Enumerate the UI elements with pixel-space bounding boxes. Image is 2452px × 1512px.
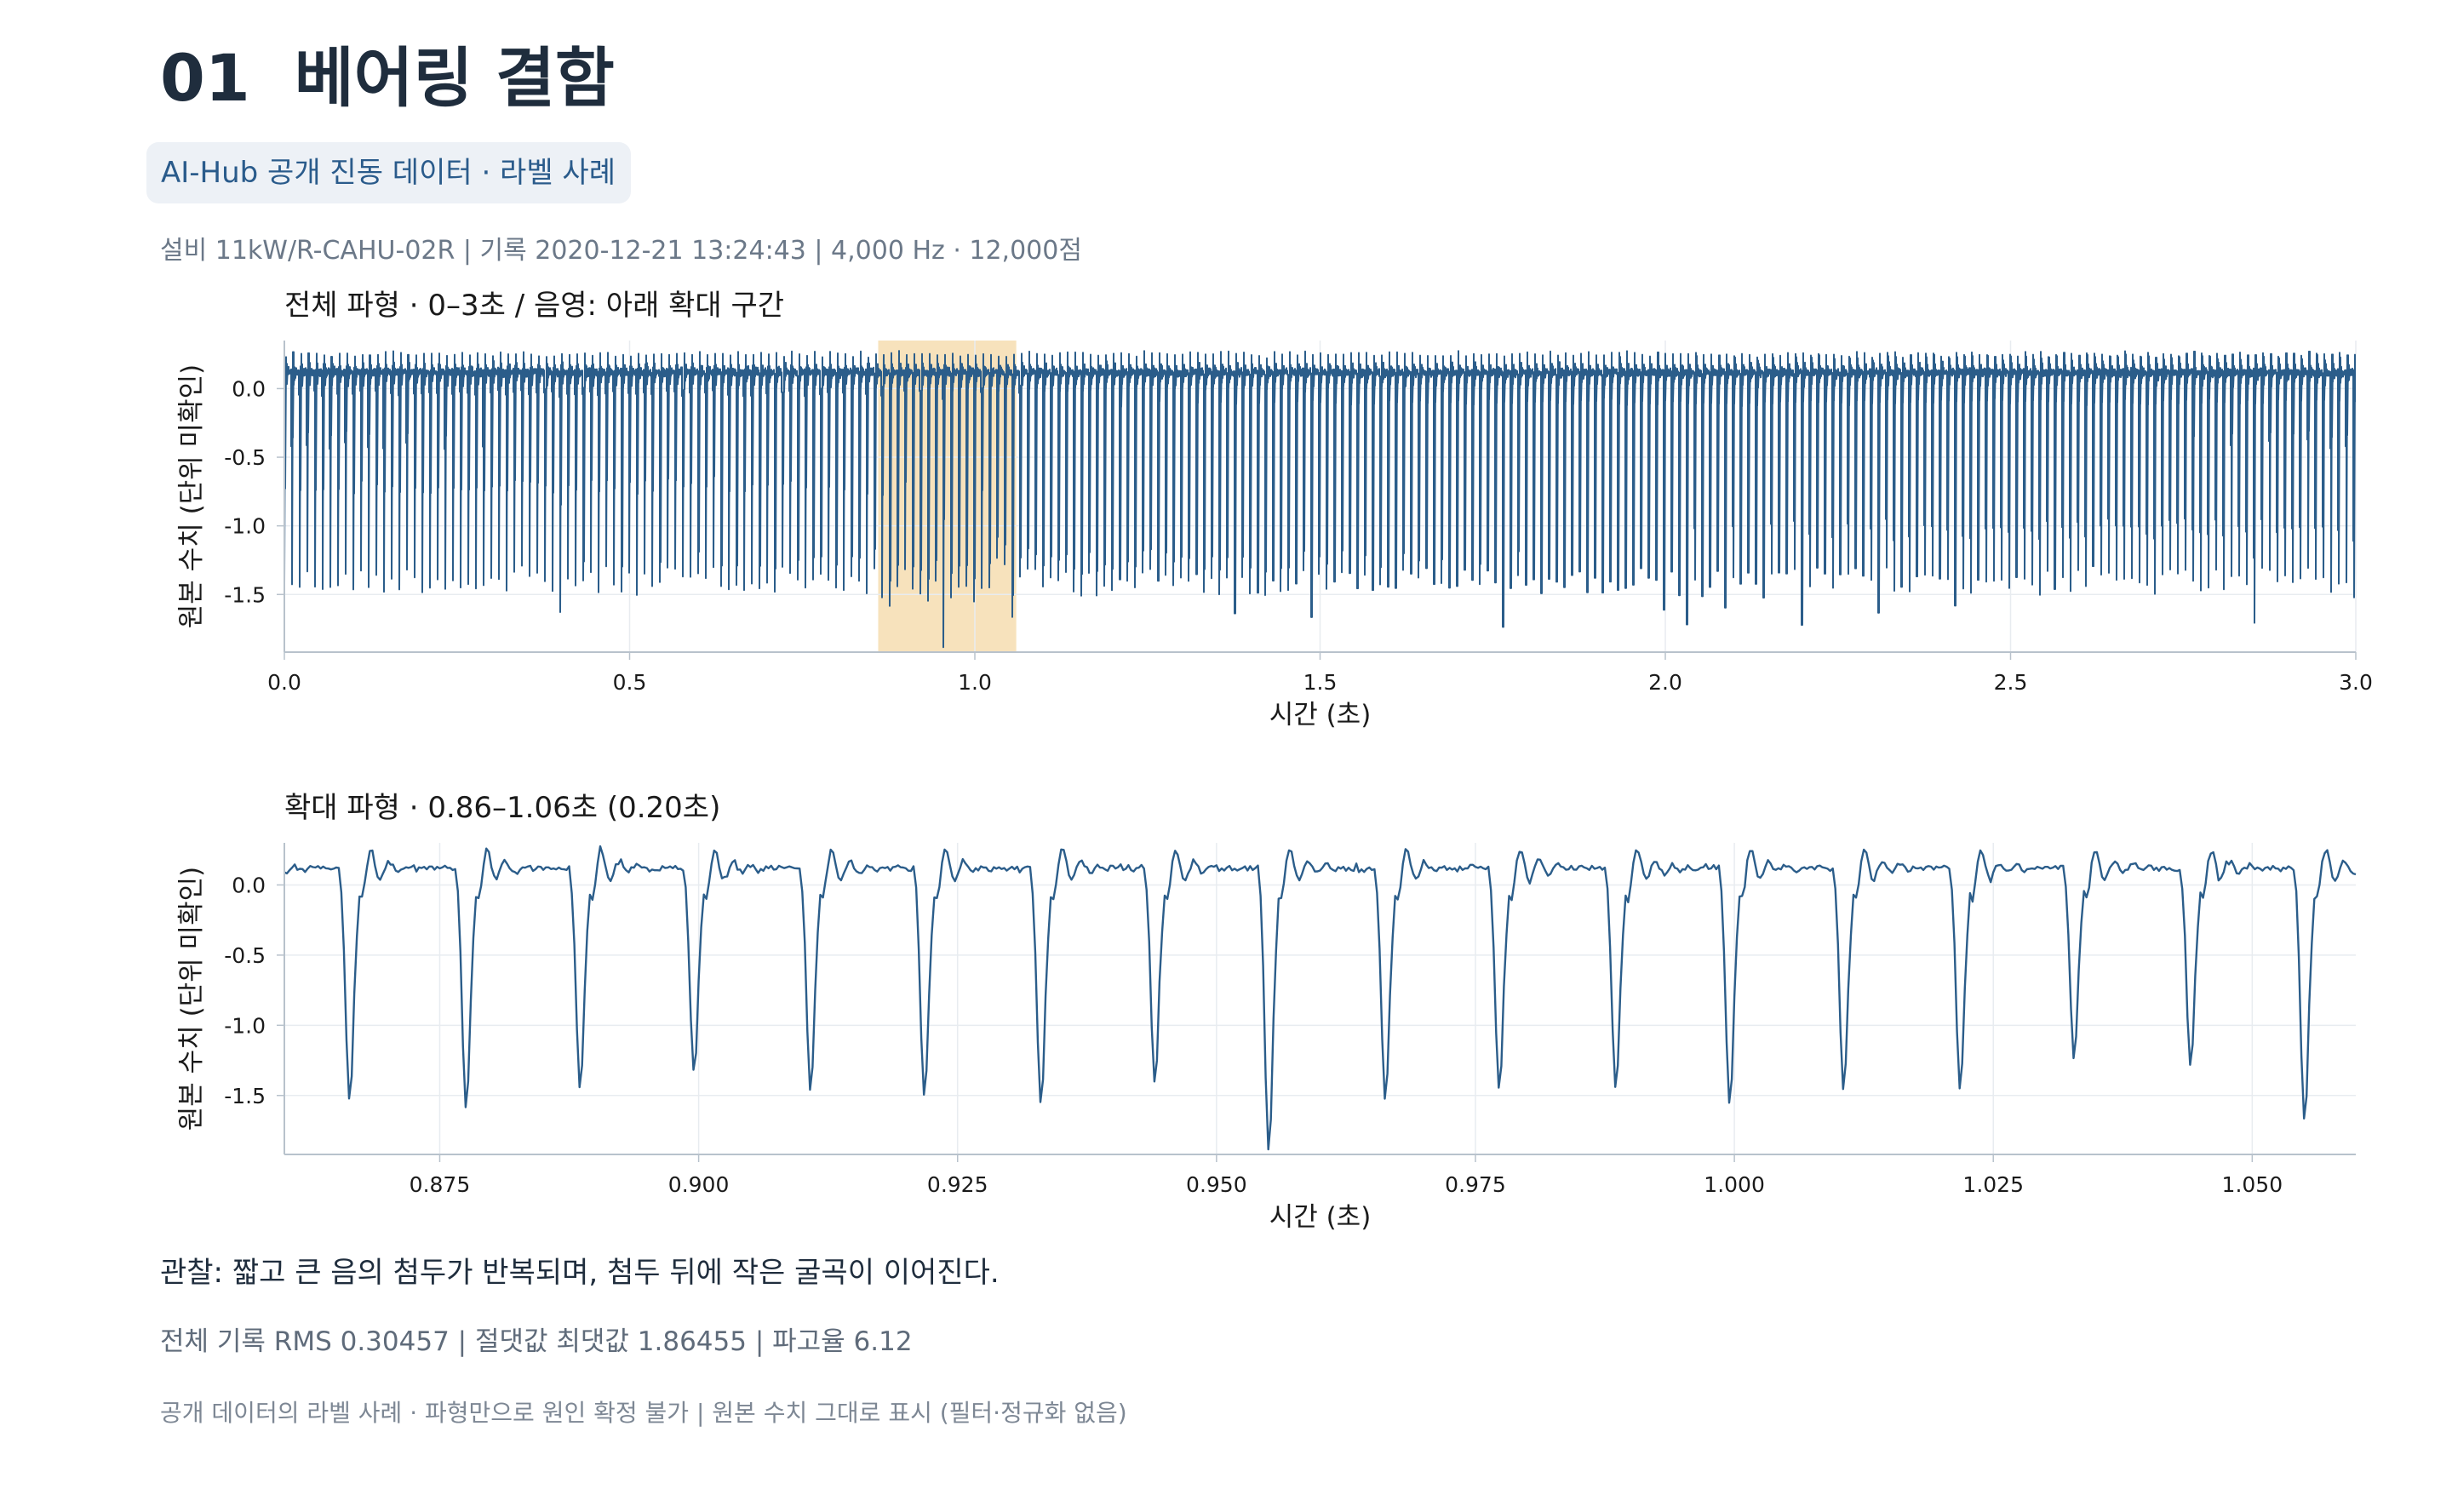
y-tick-label: -0.5 — [224, 445, 266, 470]
x-tick-label: 0.5 — [613, 670, 647, 695]
waveform-line — [284, 845, 2357, 1151]
x-tick-label: 1.050 — [2222, 1172, 2283, 1197]
chart-title: 확대 파형 · 0.86–1.06초 (0.20초) — [284, 791, 720, 825]
x-tick-label: 0.875 — [410, 1172, 471, 1197]
observation-text: 관찰: 짧고 큰 음의 첨두가 반복되며, 첨두 뒤에 작은 굴곡이 이어진다. — [160, 1256, 1000, 1290]
x-tick-label: 0.925 — [927, 1172, 988, 1197]
x-tick-label: 3.0 — [2339, 670, 2373, 695]
page-title: 01 베어링 결함 — [160, 36, 615, 121]
overview-waveform-chart: 전체 파형 · 0–3초 / 음영: 아래 확대 구간 0.0 0.5 1.0 1.5 2… — [176, 289, 2373, 730]
y-tick-label: -1.0 — [224, 1013, 266, 1038]
y-tick-label: 0.0 — [232, 873, 266, 897]
chart-title: 전체 파형 · 0–3초 / 음영: 아래 확대 구간 — [284, 289, 784, 323]
x-tick-label: 0.950 — [1186, 1172, 1247, 1197]
y-tick-label: -1.5 — [224, 1084, 266, 1108]
y-axis-title: 원본 수치 (단위 미확인) — [176, 364, 207, 628]
y-tick-label: 0.0 — [232, 376, 266, 401]
footer-note: 공개 데이터의 라벨 사례 · 파형만으로 원인 확정 불가 | 원본 수치 그… — [160, 1399, 1127, 1427]
zoomed-waveform-chart: 확대 파형 · 0.86–1.06초 (0.20초) 0.875 0.900 0.92… — [176, 791, 2357, 1233]
waveform-line — [284, 350, 2356, 649]
zoom-region-highlight — [878, 341, 1017, 652]
x-tick-label: 2.5 — [1994, 670, 2028, 695]
source-badge: AI-Hub 공개 진동 데이터 · 라벨 사례 — [146, 142, 631, 203]
x-tick-label: 0.975 — [1445, 1172, 1506, 1197]
y-tick-label: -1.5 — [224, 582, 266, 607]
x-axis-title: 시간 (초) — [1269, 700, 1372, 730]
x-tick-label: 0.0 — [267, 670, 301, 695]
x-tick-label: 2.0 — [1648, 670, 1682, 695]
title-text: 베어링 결함 — [294, 40, 615, 116]
x-axis-title: 시간 (초) — [1269, 1202, 1372, 1233]
y-tick-label: -0.5 — [224, 943, 266, 968]
x-tick-label: 1.0 — [958, 670, 992, 695]
x-tick-label: 1.5 — [1303, 670, 1338, 695]
recording-meta: 설비 11kW/R-CAHU-02R | 기록 2020-12-21 13:24… — [160, 236, 1082, 266]
section-number: 01 — [160, 40, 250, 116]
y-tick-label: -1.0 — [224, 514, 266, 539]
x-tick-label: 0.900 — [668, 1172, 730, 1197]
x-tick-label: 1.025 — [1962, 1172, 2024, 1197]
stats-line: 전체 기록 RMS 0.30457 | 절댓값 최댓값 1.86455 | 파고… — [160, 1326, 913, 1357]
x-tick-label: 1.000 — [1704, 1172, 1765, 1197]
y-axis-title: 원본 수치 (단위 미확인) — [176, 867, 207, 1131]
